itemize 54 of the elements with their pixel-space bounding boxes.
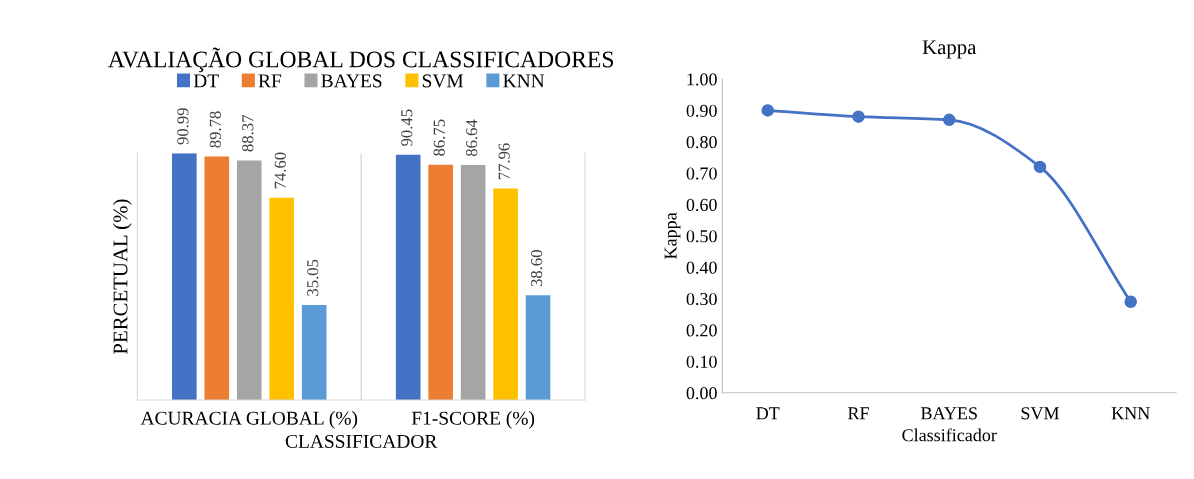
point: [1124, 295, 1137, 309]
bar: [525, 295, 551, 400]
y-tick-label: 0.20: [686, 324, 717, 337]
chart-title: AVALIAÇÃO GLOBAL DOS CLASSIFICADORES: [108, 47, 614, 73]
y-tick-label: 0.70: [686, 167, 717, 180]
y-axis-title: PERCETUAL (%): [112, 199, 132, 355]
y-tick-label: 0.00: [686, 387, 717, 400]
bar: [269, 197, 295, 400]
y-tick-label: 0.40: [686, 261, 717, 274]
y-tick-label: 0.30: [686, 292, 717, 306]
legend-label: BAYES: [321, 74, 382, 88]
bar: [493, 188, 518, 400]
legend-label: DT: [193, 74, 219, 88]
data-label: 90.45: [401, 109, 413, 146]
y-tick-label: 0.80: [686, 136, 717, 149]
bar: [460, 165, 486, 400]
legend-label: SVM: [422, 74, 464, 88]
bar: [204, 156, 230, 400]
y-tick-label: 0.50: [686, 230, 717, 243]
data-label: 77.96: [498, 143, 510, 180]
legend-label: RF: [258, 74, 282, 88]
x-tick-label: BAYES: [920, 407, 977, 420]
data-label: 86.75: [433, 119, 445, 156]
y-tick-label: 1.00: [687, 73, 717, 86]
x-axis-title: CLASSIFICADOR: [285, 434, 438, 448]
x-tick-label: SVM: [1021, 407, 1060, 420]
x-tick-label: ACURACIA GLOBAL (%): [140, 411, 358, 429]
y-tick-label: 0.10: [686, 355, 717, 368]
y-tick-label: 0.90: [686, 104, 717, 117]
x-tick-label: F1-SCORE (%): [411, 411, 535, 429]
y-axis-title: Kappa: [664, 212, 681, 259]
x-tick-label: RF: [847, 407, 869, 420]
x-axis-title: Classificador: [902, 428, 997, 442]
data-label: 38.60: [530, 250, 543, 287]
data-label: 86.64: [466, 119, 478, 157]
bar: [428, 164, 453, 400]
point: [852, 110, 865, 123]
data-label: 35.05: [307, 259, 319, 296]
bar: [172, 153, 197, 400]
x-tick-label: KNN: [1111, 407, 1150, 420]
bar: [236, 160, 262, 400]
x-tick-label: DT: [756, 407, 780, 420]
data-label: 74.60: [274, 152, 286, 189]
data-label: 88.37: [242, 115, 254, 152]
legend-label: KNN: [503, 74, 545, 88]
point: [1033, 160, 1047, 174]
data-label: 90.99: [177, 108, 189, 145]
point: [761, 104, 774, 117]
data-label: 89.78: [209, 111, 222, 148]
chart-title: Kappa: [922, 40, 977, 59]
point: [942, 113, 956, 127]
bar: [395, 154, 421, 400]
bar: [301, 304, 327, 400]
y-tick-label: 0.60: [686, 198, 717, 212]
